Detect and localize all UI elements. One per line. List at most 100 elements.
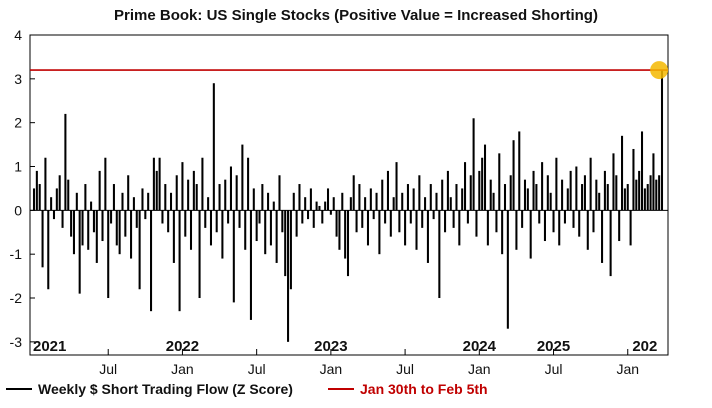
- bar: [592, 210, 595, 233]
- bar: [309, 188, 312, 211]
- bar: [304, 197, 307, 211]
- bar: [272, 201, 275, 211]
- bar: [35, 170, 38, 211]
- bar: [546, 175, 549, 211]
- bar: [404, 210, 407, 246]
- bar: [321, 210, 324, 224]
- bar: [375, 192, 378, 211]
- bar: [338, 210, 341, 250]
- bar: [229, 166, 232, 211]
- bar: [287, 210, 290, 342]
- bar: [601, 210, 604, 263]
- bar: [569, 170, 572, 211]
- year-label: 2024: [463, 338, 497, 355]
- bar: [110, 210, 113, 224]
- bar: [150, 210, 153, 312]
- year-label: 202: [632, 338, 657, 355]
- bar: [629, 210, 632, 246]
- bar: [392, 197, 395, 211]
- bar: [50, 197, 53, 211]
- bar: [646, 184, 649, 211]
- bar: [386, 170, 389, 211]
- x-tick-label: Jan: [616, 361, 639, 377]
- bar: [98, 170, 101, 211]
- bar: [55, 188, 58, 211]
- legend-label: Jan 30th to Feb 5th: [360, 381, 488, 397]
- bar: [201, 157, 204, 211]
- bar: [147, 192, 150, 211]
- bar: [221, 210, 224, 259]
- bar: [275, 210, 278, 263]
- bar: [269, 210, 272, 246]
- bar: [632, 148, 635, 211]
- bar: [421, 210, 424, 228]
- bar: [315, 201, 318, 211]
- bar: [449, 197, 452, 211]
- bar: [526, 188, 529, 211]
- bar: [124, 210, 127, 237]
- bar: [101, 210, 104, 242]
- bar: [581, 184, 584, 211]
- bar: [341, 192, 344, 211]
- bar: [438, 210, 441, 299]
- bar: [92, 210, 95, 233]
- bar: [181, 162, 184, 211]
- y-tick-label: -3: [10, 334, 23, 350]
- bar: [409, 210, 412, 224]
- bar: [352, 175, 355, 211]
- y-tick-label: 2: [14, 115, 22, 131]
- bar: [475, 210, 478, 237]
- bar: [538, 210, 541, 224]
- bar: [361, 210, 364, 228]
- bar: [521, 210, 524, 228]
- bar: [395, 162, 398, 211]
- bar: [218, 184, 221, 211]
- bar: [44, 157, 47, 211]
- bar: [558, 210, 561, 246]
- bar: [426, 210, 429, 263]
- bar: [483, 144, 487, 211]
- x-tick-label: Jan: [468, 361, 491, 377]
- bar: [532, 170, 535, 211]
- bar: [192, 170, 195, 211]
- bar: [649, 175, 652, 211]
- bar: [498, 153, 501, 211]
- chart-title: Prime Book: US Single Stocks (Positive V…: [114, 7, 598, 24]
- year-label: 2021: [33, 338, 66, 355]
- bar: [52, 210, 56, 220]
- bar: [412, 188, 415, 211]
- bar: [41, 210, 44, 268]
- bar: [107, 210, 110, 299]
- bar: [32, 188, 36, 211]
- bar: [418, 175, 421, 211]
- bar: [38, 184, 41, 211]
- bar: [281, 210, 284, 233]
- bar: [161, 210, 164, 224]
- bar: [238, 210, 241, 228]
- bar: [298, 184, 301, 211]
- bar: [489, 179, 492, 211]
- bar: [198, 210, 201, 299]
- bar: [452, 210, 455, 228]
- bar: [195, 184, 198, 211]
- bar: [455, 184, 458, 211]
- bar: [95, 210, 98, 263]
- bar: [178, 210, 181, 312]
- bar: [64, 113, 67, 211]
- bar: [261, 184, 264, 211]
- bar: [458, 210, 461, 246]
- bar: [595, 179, 598, 211]
- bar: [307, 210, 310, 220]
- bar: [640, 131, 644, 211]
- bar: [429, 184, 432, 211]
- bar: [132, 197, 135, 211]
- bar: [235, 175, 238, 211]
- x-tick-label: Jul: [248, 361, 266, 377]
- x-tick-label: Jul: [99, 361, 117, 377]
- bar: [70, 210, 73, 237]
- year-label: 2025: [537, 338, 570, 355]
- bar: [349, 197, 352, 211]
- bar: [378, 210, 381, 255]
- bar: [415, 210, 418, 250]
